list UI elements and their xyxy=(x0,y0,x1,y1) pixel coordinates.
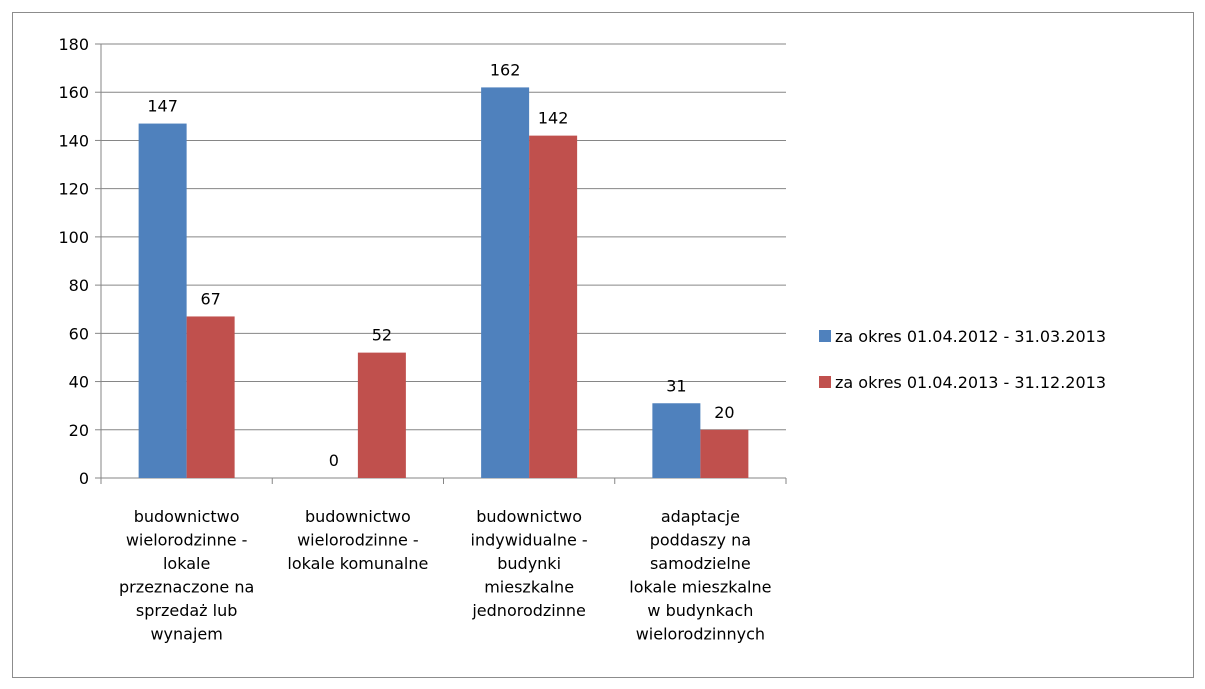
x-category-label: lokale xyxy=(163,554,210,573)
x-category-label: budynki xyxy=(497,554,561,573)
y-tick-label: 180 xyxy=(58,35,89,54)
bar xyxy=(529,135,578,478)
x-category-label: poddaszy na xyxy=(650,531,751,550)
x-category-label: lokale mieszkalne xyxy=(629,578,771,597)
y-tick-label: 160 xyxy=(58,83,89,102)
x-category-label: wielorodzinnych xyxy=(636,625,765,644)
y-tick-label: 80 xyxy=(69,276,89,295)
bar xyxy=(357,352,406,478)
x-category-label: przeznaczone na xyxy=(119,578,254,597)
x-category-label: lokale komunalne xyxy=(287,554,428,573)
x-category-label: wielorodzinne - xyxy=(126,531,248,550)
x-category-label: adaptacje xyxy=(661,507,740,526)
x-category-label: sprzedaż lub xyxy=(136,601,238,620)
y-tick-label: 20 xyxy=(69,421,89,440)
y-tick-label: 140 xyxy=(58,131,89,150)
x-category-label: budownictwo xyxy=(305,507,411,526)
data-label: 52 xyxy=(372,326,392,345)
data-label: 142 xyxy=(538,109,569,128)
data-label: 20 xyxy=(714,403,734,422)
y-tick-label: 0 xyxy=(79,469,89,488)
y-tick-label: 60 xyxy=(69,324,89,343)
data-label: 162 xyxy=(490,60,521,79)
x-category-label: indywidualne - xyxy=(471,531,588,550)
y-tick-label: 120 xyxy=(58,180,89,199)
bar xyxy=(481,87,530,479)
bar xyxy=(700,429,749,478)
data-label: 67 xyxy=(200,289,220,308)
x-category-label: jednorodzinne xyxy=(471,601,586,620)
x-category-label: wielorodzinne - xyxy=(297,531,419,550)
bar-chart: 0 20 40 60 80 100 120 140 160 180 147 67 budownictwo… xyxy=(58,35,1106,644)
legend-swatch xyxy=(819,376,831,388)
legend-swatch xyxy=(819,330,831,342)
data-label: 147 xyxy=(147,97,178,116)
legend-label: za okres 01.04.2012 - 31.03.2013 xyxy=(835,327,1106,346)
y-tick-label: 100 xyxy=(58,228,89,247)
bar xyxy=(652,403,701,478)
bar xyxy=(186,316,235,478)
legend-label: za okres 01.04.2013 - 31.12.2013 xyxy=(835,373,1106,392)
x-category-label: budownictwo xyxy=(134,507,240,526)
data-label: 0 xyxy=(329,451,339,470)
x-category-label: wynajem xyxy=(150,625,222,644)
chart-frame: 0 20 40 60 80 100 120 140 160 180 147 67 budownictwo… xyxy=(12,12,1194,678)
y-tick-label: 40 xyxy=(69,373,89,392)
x-category-label: budownictwo xyxy=(476,507,582,526)
x-category-label: mieszkalne xyxy=(484,578,574,597)
data-label: 31 xyxy=(666,376,686,395)
x-category-label: w budynkach xyxy=(647,601,753,620)
bar xyxy=(138,123,187,479)
x-category-label: samodzielne xyxy=(650,554,751,573)
